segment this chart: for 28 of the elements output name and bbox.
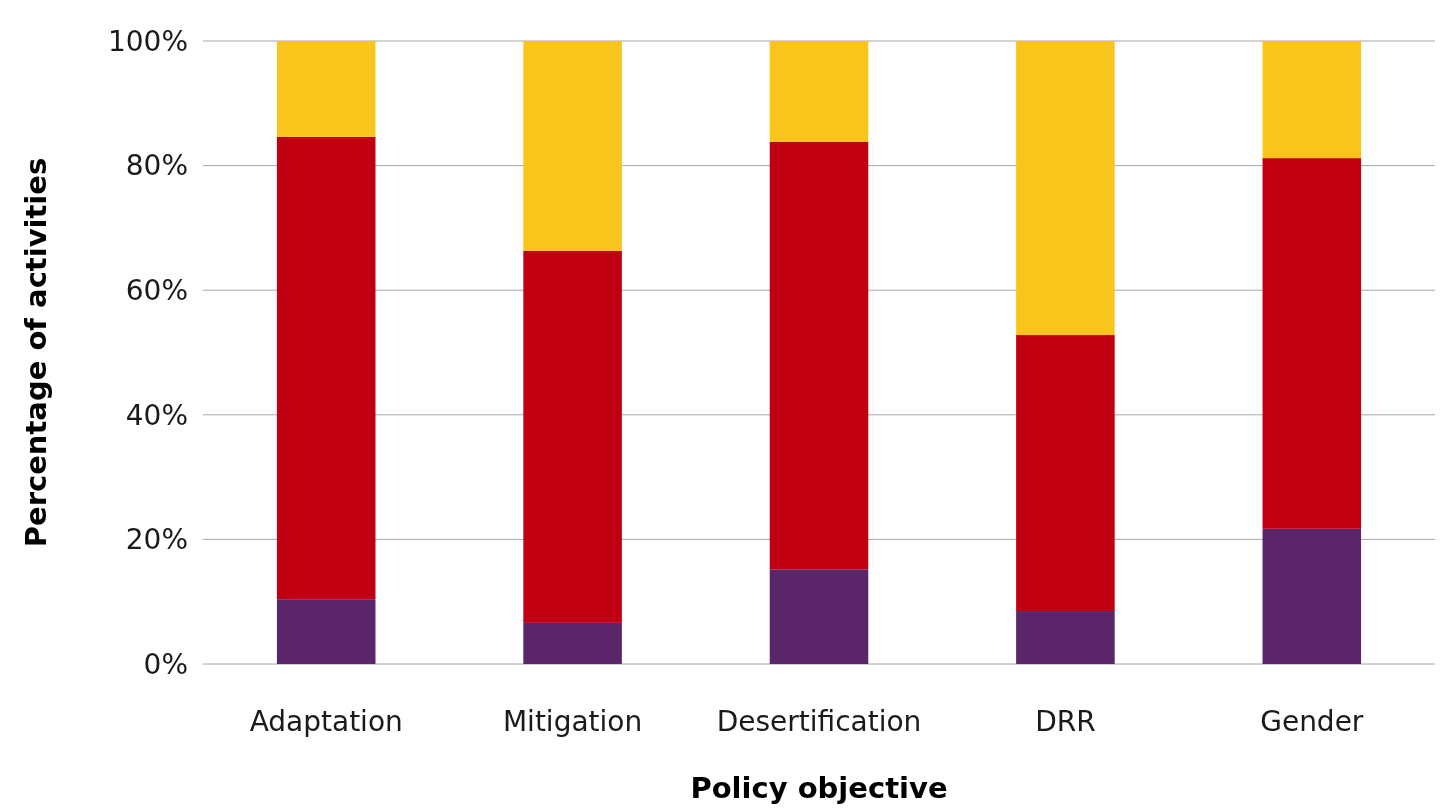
bar [1016,611,1115,664]
bar [769,41,869,142]
y-tick-label: 60% [125,274,188,307]
y-axis-title: Percentage of activities [19,157,53,548]
bar [523,250,622,623]
x-tick-label: DRR [1035,705,1096,738]
x-tick-label: Adaptation [249,705,403,738]
y-tick-label: 40% [125,398,188,432]
bar [1016,335,1115,612]
bar [1262,528,1362,664]
x-axis-title: Policy objective [690,771,948,805]
bar [1262,158,1362,529]
y-tick-label: 100% [107,24,188,58]
bar [276,136,376,600]
y-tick-label: 80% [125,149,188,183]
bar [276,599,376,664]
x-tick-label: Mitigation [502,705,643,738]
y-tick-label: 20% [125,523,188,557]
bar [523,41,622,251]
y-tick-label: 0% [143,647,188,681]
bar [769,569,869,664]
x-tick-label: Desertification [716,705,922,738]
bar [276,41,376,137]
bar [1016,41,1115,336]
x-tick-label: Gender [1260,705,1364,738]
bar [1262,41,1362,159]
bar [523,622,622,664]
bar [769,141,869,570]
